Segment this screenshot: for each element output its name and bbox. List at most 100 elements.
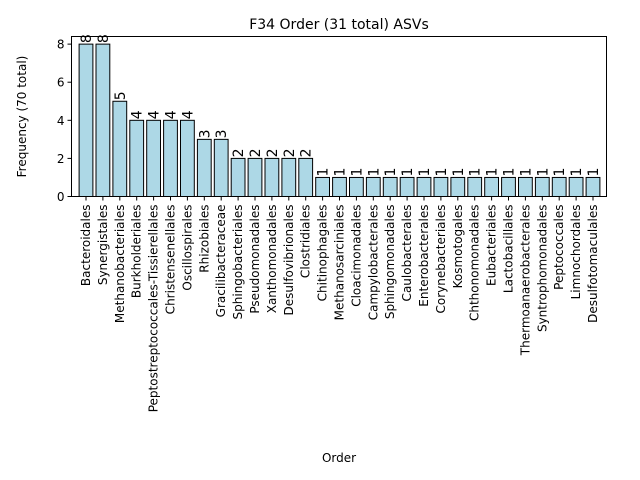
x-tick-label: Peptococcales bbox=[552, 205, 566, 290]
bar-value-label: 1 bbox=[400, 168, 416, 177]
bar bbox=[112, 100, 128, 197]
bar bbox=[163, 119, 178, 197]
y-tick-label: 8 bbox=[57, 38, 65, 52]
x-tick-label: Oscillospirales bbox=[180, 205, 194, 291]
bar-value-label: 4 bbox=[164, 110, 180, 119]
chart-title: F34 Order (31 total) ASVs bbox=[249, 17, 429, 33]
bar-value-label: 1 bbox=[349, 168, 365, 177]
x-tick-label: Syntrophomonadales bbox=[535, 205, 549, 333]
bar bbox=[332, 176, 347, 197]
bar bbox=[551, 176, 567, 197]
x-tick-label: Desulfotomaculales bbox=[586, 205, 600, 323]
bar bbox=[281, 157, 297, 197]
bar-value-label: 5 bbox=[113, 91, 129, 100]
x-axis-title: Order bbox=[322, 451, 356, 465]
x-tick-label: Bacteroidales bbox=[79, 205, 93, 287]
bar-value-label: 1 bbox=[451, 168, 467, 177]
bar-value-label: 1 bbox=[569, 168, 585, 177]
x-tick-label: Christensenellales bbox=[164, 205, 178, 315]
bar bbox=[416, 176, 432, 197]
x-tick-label: Rhizobiales bbox=[197, 205, 211, 273]
x-tick-label: Gracilibacteraceae bbox=[214, 205, 228, 318]
bar bbox=[501, 176, 516, 197]
bar bbox=[365, 176, 381, 197]
bar-value-label: 4 bbox=[180, 110, 196, 119]
bar-value-label: 3 bbox=[197, 129, 213, 138]
x-tick-label: Desulfovibrionales bbox=[282, 205, 296, 316]
bar-value-label: 8 bbox=[79, 34, 95, 43]
bar-value-label: 4 bbox=[130, 110, 146, 119]
y-tick-label: 4 bbox=[57, 114, 65, 128]
x-tick-label: Methanosarciniales bbox=[333, 205, 347, 321]
bar-value-label: 1 bbox=[586, 168, 602, 177]
x-tick-label: Lactobacillales bbox=[502, 205, 516, 294]
y-axis-title: Frequency (70 total) bbox=[15, 56, 29, 178]
bar-value-label: 4 bbox=[147, 110, 163, 119]
x-tick-label: Cloacimonadales bbox=[349, 205, 363, 307]
y-tick-label: 2 bbox=[57, 152, 65, 166]
x-tick-label: Eubacteriales bbox=[485, 205, 499, 286]
bar bbox=[484, 176, 500, 197]
x-tick-label: Thermoanaerobacterales bbox=[518, 205, 532, 357]
bar-labels-group: 8 854 4 4 43 32 2 2 2 21 1 1 1 1 1 1 1 1 1 1 1 1 1 1 1 1 bbox=[79, 34, 602, 176]
x-tick-label: Sphingomonadales bbox=[383, 205, 397, 320]
bar bbox=[196, 138, 212, 197]
bar-value-label: 1 bbox=[552, 168, 568, 177]
bar bbox=[467, 176, 483, 197]
x-tick-label: Sphingobacteriales bbox=[231, 205, 245, 320]
bar-value-label: 1 bbox=[316, 168, 332, 177]
bar-value-label: 1 bbox=[366, 168, 382, 177]
bar bbox=[129, 119, 145, 197]
bar bbox=[399, 176, 415, 197]
bar bbox=[230, 157, 246, 197]
bar-value-label: 1 bbox=[434, 168, 450, 177]
bar-value-label: 2 bbox=[248, 148, 264, 157]
bar-value-label: 2 bbox=[282, 148, 298, 157]
x-tick-label: Kosmotogales bbox=[451, 205, 465, 289]
bar bbox=[534, 176, 550, 197]
x-tick-label: Chitinophagales bbox=[316, 205, 330, 302]
x-tick-label: Burkholderiales bbox=[130, 205, 144, 299]
x-axis-ticks: Bacteroidales Synergistales Methanobacteri… bbox=[79, 196, 600, 413]
bar bbox=[349, 176, 364, 197]
bar bbox=[146, 119, 161, 197]
bar-value-label: 8 bbox=[96, 34, 112, 43]
bar-value-label: 2 bbox=[299, 148, 315, 157]
x-tick-label: Caulobacterales bbox=[400, 205, 414, 302]
x-tick-label: Chthonomonadales bbox=[468, 205, 482, 322]
bar-value-label: 2 bbox=[265, 148, 281, 157]
y-tick-label: 0 bbox=[57, 190, 65, 204]
bar bbox=[518, 176, 533, 197]
x-tick-label: Synergistales bbox=[96, 205, 110, 286]
x-tick-label: Enterobacterales bbox=[417, 205, 431, 307]
bar-value-label: 1 bbox=[468, 168, 484, 177]
bar bbox=[568, 176, 584, 197]
x-tick-label: Methanobacteriales bbox=[113, 205, 127, 324]
bar-value-label: 1 bbox=[502, 168, 518, 177]
bar-value-label: 1 bbox=[518, 168, 534, 177]
bar bbox=[450, 176, 466, 197]
bar-value-label: 2 bbox=[231, 148, 247, 157]
bar-value-label: 1 bbox=[333, 168, 349, 177]
bar bbox=[213, 138, 229, 197]
bar bbox=[382, 176, 398, 197]
bar bbox=[78, 43, 94, 198]
y-axis-ticks: 0 2 4 6 8 bbox=[57, 38, 72, 204]
bar-value-label: 1 bbox=[485, 168, 501, 177]
x-tick-label: Campylobacterales bbox=[366, 205, 380, 321]
bar bbox=[264, 157, 280, 197]
bar-value-label: 1 bbox=[383, 168, 399, 177]
bar bbox=[180, 119, 195, 197]
bar bbox=[247, 157, 263, 197]
plot-frame bbox=[71, 36, 607, 197]
bars-group bbox=[78, 43, 601, 198]
bar bbox=[585, 176, 601, 197]
bar-value-label: 1 bbox=[535, 168, 551, 177]
bar-value-label: 3 bbox=[214, 129, 230, 138]
x-tick-label: Corynebacteriales bbox=[434, 205, 448, 314]
y-tick-label: 6 bbox=[57, 76, 65, 90]
x-tick-label: Limnochordales bbox=[569, 205, 583, 300]
bar bbox=[95, 43, 111, 198]
bar bbox=[315, 176, 331, 197]
x-tick-label: Peptostreptococcales-Tissierellales bbox=[147, 205, 161, 413]
